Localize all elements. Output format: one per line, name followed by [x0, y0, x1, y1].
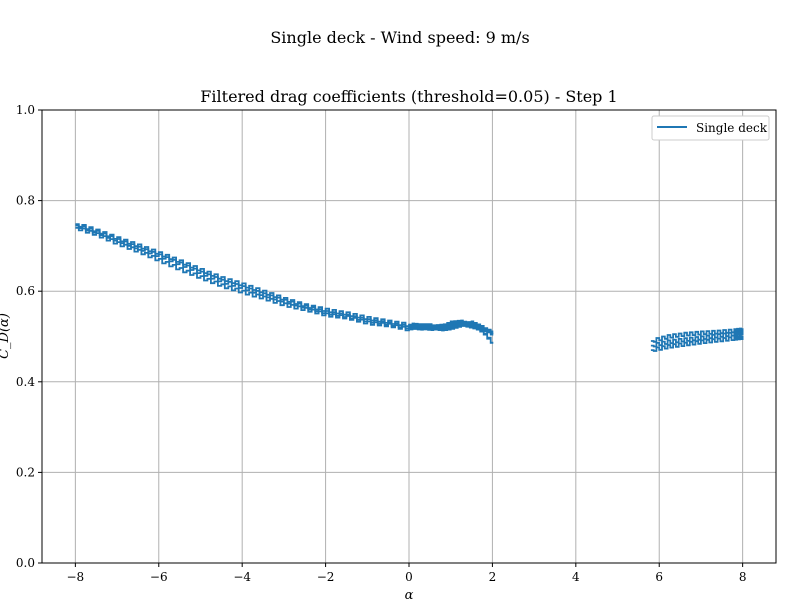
plot-area	[75, 223, 744, 352]
y-tick-label: 0.4	[16, 375, 35, 389]
legend-box	[651, 115, 770, 141]
series-line-single-deck	[650, 330, 744, 348]
y-tick-label: 0.6	[16, 284, 35, 298]
x-axis-label: α	[405, 588, 414, 600]
y-tick-label: 0.0	[16, 556, 35, 570]
chart-title: Filtered drag coefficients (threshold=0.…	[200, 87, 617, 106]
x-tick-label: −6	[150, 570, 168, 584]
legend: Single deck	[651, 115, 770, 141]
x-tick-label: −8	[67, 570, 85, 584]
series-line-single-deck	[650, 327, 744, 343]
ticks: −8 −6 −4 −2 0 2 4 6 8 0.0 0.2 0.4 0.6 0.8 1.0	[16, 103, 747, 584]
x-tick-label: 8	[739, 570, 747, 584]
x-tick-label: 6	[655, 570, 663, 584]
legend-entry-single-deck: Single deck	[696, 121, 768, 135]
figure-suptitle: Single deck - Wind speed: 9 m/s	[270, 28, 529, 47]
series-line-single-deck	[75, 226, 410, 332]
y-tick-label: 1.0	[16, 103, 35, 117]
y-tick-label: 0.8	[16, 194, 35, 208]
series-line-single-deck	[75, 223, 410, 327]
series-line-single-deck	[650, 335, 744, 352]
grid-lines	[42, 109, 776, 564]
x-tick-label: −4	[233, 570, 251, 584]
y-tick-label: 0.2	[16, 465, 35, 479]
series-line-single-deck	[409, 320, 494, 336]
x-tick-label: 0	[405, 570, 413, 584]
x-tick-label: −2	[317, 570, 335, 584]
x-tick-label: 4	[572, 570, 580, 584]
y-axis-label: C_D(α)	[0, 313, 12, 359]
x-tick-label: 2	[489, 570, 497, 584]
